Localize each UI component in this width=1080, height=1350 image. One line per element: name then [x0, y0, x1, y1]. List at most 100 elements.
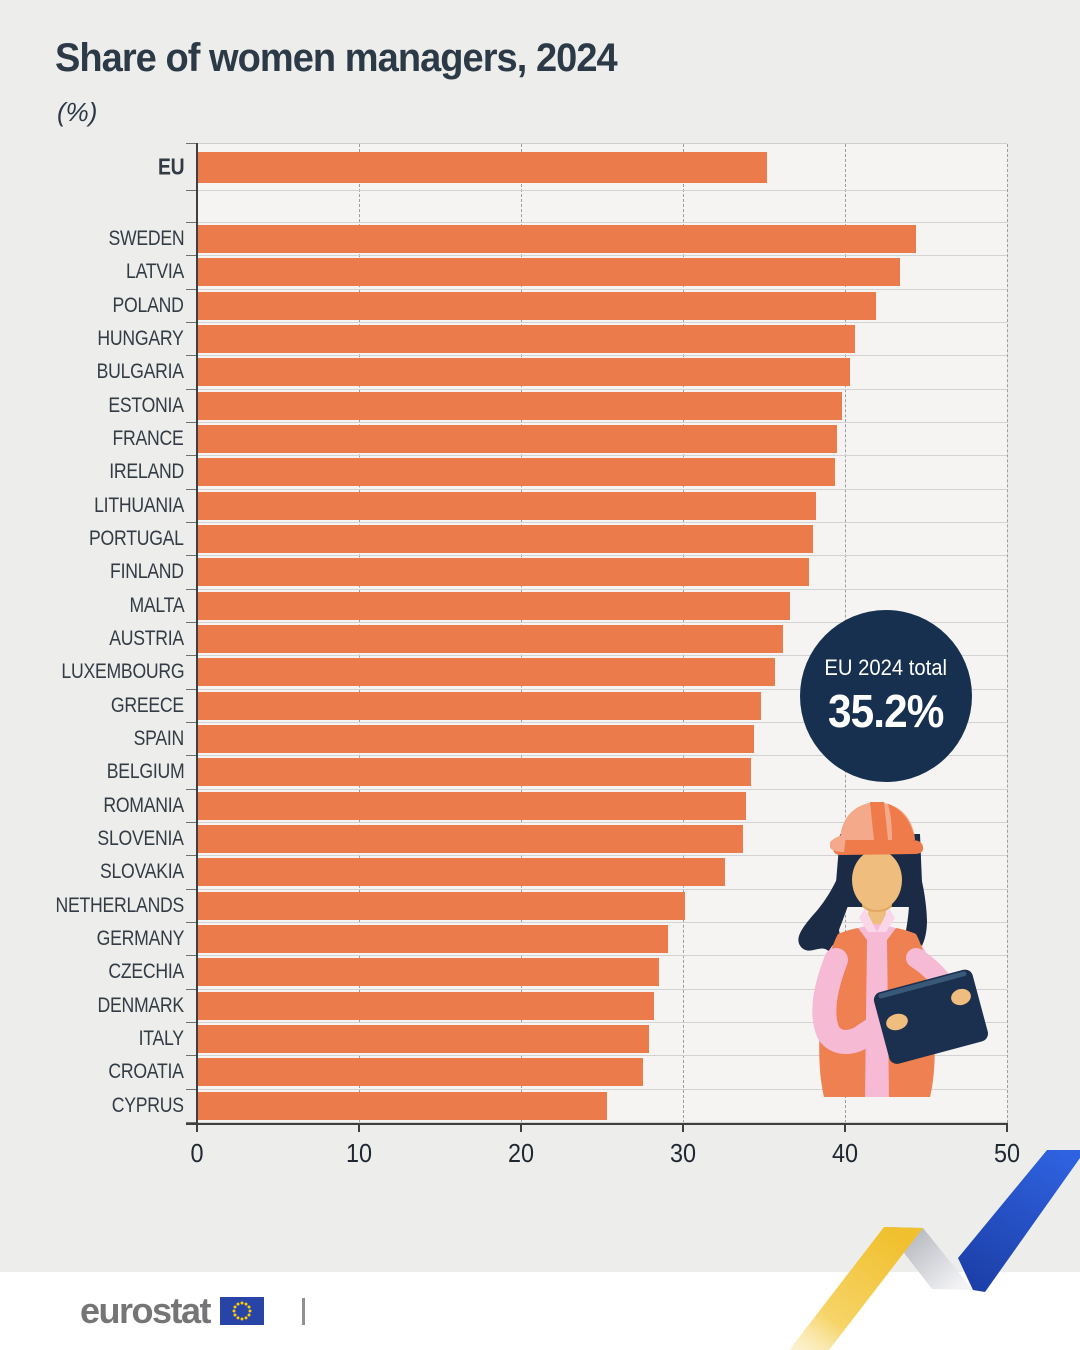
- axis-tick: [186, 888, 197, 890]
- x-axis-line: [186, 1123, 1008, 1125]
- axis-tick: [186, 1088, 197, 1090]
- chart-row: CYPRUS: [112, 1090, 1007, 1123]
- bar: [197, 591, 790, 620]
- bar: [197, 391, 842, 420]
- footer-separator: [302, 1297, 306, 1325]
- axis-tick: [186, 488, 197, 490]
- row-label: FINLAND: [110, 560, 184, 584]
- x-axis-tick: [196, 1123, 198, 1132]
- x-axis-tick: [1006, 1123, 1008, 1132]
- page-title: Share of women managers, 2024: [55, 36, 618, 80]
- chart-row: LUXEMBOURG: [61, 656, 1007, 690]
- x-axis-tick-label: 10: [345, 1138, 373, 1168]
- bar: [197, 725, 755, 754]
- chart-row: BULGARIA: [97, 356, 1007, 390]
- y-axis-line: [196, 143, 198, 1124]
- chart-row: NETHERLANDS: [55, 890, 1007, 923]
- woman-engineer-illustration: [798, 802, 989, 1097]
- bar: [197, 658, 776, 687]
- row-label: EU: [157, 153, 185, 180]
- bar: [197, 825, 743, 854]
- axis-tick: [186, 588, 197, 590]
- row-label: PORTUGAL: [89, 527, 184, 551]
- x-axis-tick-label: 40: [831, 1138, 859, 1168]
- chart-row: SLOVAKIA: [100, 856, 1007, 890]
- chart-row: LITHUANIA: [94, 490, 1007, 523]
- axis-tick: [186, 288, 197, 290]
- axis-tick: [186, 921, 197, 923]
- axis-tick: [186, 321, 197, 323]
- chart-row: ESTONIA: [109, 390, 1007, 423]
- bar: [197, 958, 659, 987]
- axis-tick: [186, 1121, 197, 1123]
- axis-tick: [186, 388, 197, 390]
- chart-row: FINLAND: [110, 556, 1007, 590]
- chart-row: DENMARK: [98, 990, 1007, 1023]
- bar: [197, 525, 813, 554]
- axis-tick: [186, 655, 197, 657]
- row-label: CYPRUS: [111, 1093, 184, 1117]
- bar: [197, 758, 752, 787]
- row-label: DENMARK: [97, 993, 185, 1017]
- axis-tick: [186, 721, 197, 723]
- row-label: LUXEMBOURG: [61, 660, 184, 684]
- axis-tick: [186, 755, 197, 757]
- axis-tick: [186, 355, 197, 357]
- axis-tick: [186, 688, 197, 690]
- x-axis-tick-label: 30: [669, 1138, 697, 1168]
- axis-tick: [186, 788, 197, 790]
- row-label: BELGIUM: [106, 760, 184, 784]
- chart-row: EU: [158, 144, 1007, 191]
- bar: [197, 691, 761, 720]
- bar: [197, 891, 685, 920]
- footer: eurostat: [0, 1272, 1080, 1350]
- bar: [197, 925, 669, 954]
- axis-tick: [186, 855, 197, 857]
- row-label: LATVIA: [126, 260, 184, 284]
- bar: [197, 258, 901, 287]
- row-label: FRANCE: [112, 427, 184, 451]
- x-axis-tick: [358, 1123, 360, 1132]
- x-axis-tick: [844, 1123, 846, 1132]
- row-label: AUSTRIA: [109, 627, 184, 651]
- bar: [197, 1091, 607, 1120]
- eu-total-badge: EU 2024 total 35.2%: [800, 610, 972, 782]
- axis-tick: [186, 1055, 197, 1057]
- chart-row: MALTA: [129, 590, 1007, 623]
- x-axis-tick-label: 50: [993, 1138, 1021, 1168]
- bar: [197, 491, 816, 520]
- bar: [197, 858, 726, 887]
- chart-rows: EU SWEDEN LATVIA POLAND HUNGARY BULGARIA ESTON…: [55, 144, 1007, 1123]
- row-label: IRELAND: [109, 460, 184, 484]
- chart-row: ITALY: [139, 1023, 1007, 1057]
- bar: [197, 1058, 643, 1087]
- chart-row: SLOVENIA: [98, 823, 1007, 857]
- chart-row-spacer: [186, 191, 1007, 223]
- bar: [197, 458, 836, 487]
- row-label: NETHERLANDS: [55, 893, 184, 917]
- x-axis-tick: [682, 1123, 684, 1132]
- axis-tick: [186, 988, 197, 990]
- eu-flag-icon: [220, 1297, 265, 1325]
- row-label: SWEDEN: [108, 227, 184, 251]
- bar: [197, 151, 768, 183]
- x-axis-tick-label: 20: [507, 1138, 535, 1168]
- chart-row: PORTUGAL: [89, 523, 1007, 557]
- axis-tick: [186, 621, 197, 623]
- axis-tick: [186, 821, 197, 823]
- axis-tick: [186, 190, 197, 191]
- chart-row: CROATIA: [109, 1056, 1007, 1090]
- chart-row: AUSTRIA: [109, 623, 1007, 657]
- row-label: SLOVENIA: [97, 827, 184, 851]
- axis-tick: [186, 421, 197, 423]
- row-label: LITHUANIA: [94, 493, 184, 517]
- bar: [197, 991, 654, 1020]
- chart-unit-label: (%): [57, 97, 98, 127]
- chart-row: POLAND: [113, 290, 1007, 323]
- row-label: ESTONIA: [108, 393, 185, 417]
- chart-row: LATVIA: [126, 256, 1007, 290]
- chart-row: BELGIUM: [106, 756, 1007, 790]
- badge-title: EU 2024 total: [824, 654, 948, 680]
- chart-row: HUNGARY: [98, 323, 1007, 357]
